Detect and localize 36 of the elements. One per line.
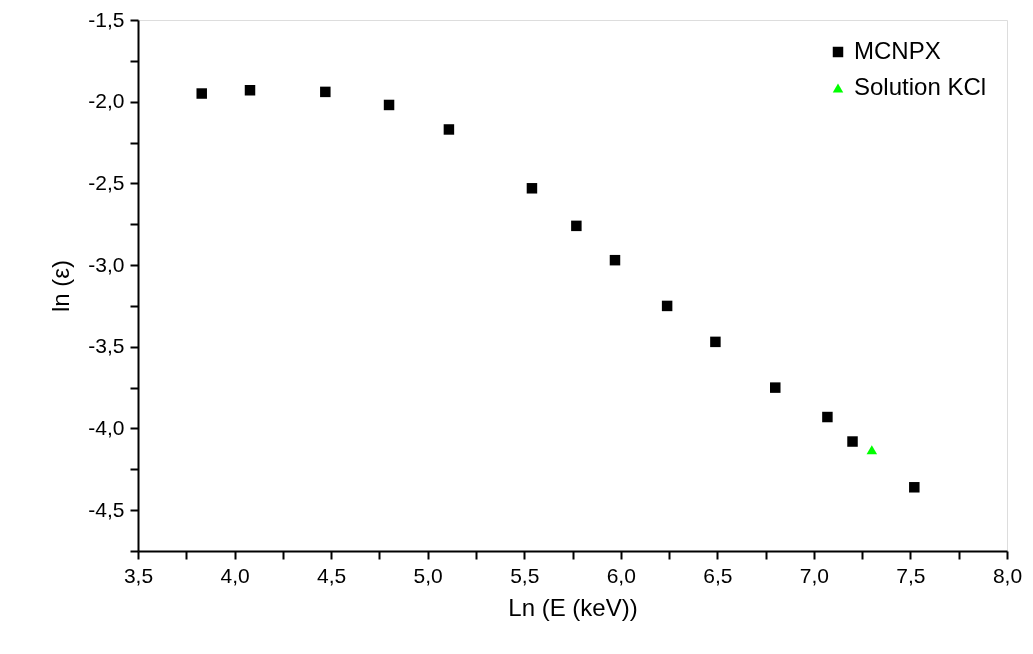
y-tick-label: -2,0 <box>88 89 125 113</box>
y-tick-label: -4,0 <box>88 415 125 439</box>
x-tick-label: 6,0 <box>606 563 636 587</box>
legend-label: Solution KCl <box>854 73 987 100</box>
x-tick-label: 7,5 <box>896 563 926 587</box>
x-tick-label: 6,5 <box>703 563 733 587</box>
point <box>443 124 455 135</box>
point <box>526 183 538 194</box>
point <box>244 85 256 96</box>
point <box>320 86 331 98</box>
y-tick-label: -4,5 <box>88 497 125 521</box>
x-tick-label: 4,0 <box>220 563 250 587</box>
legend-label: MCNPX <box>854 37 941 64</box>
point <box>609 254 621 266</box>
x-tick-label: 3,5 <box>123 563 154 587</box>
point <box>909 482 920 493</box>
y-axis-title: ln (ε) <box>47 259 75 313</box>
x-axis-title: Ln (E (keV)) <box>508 593 638 621</box>
point <box>770 382 781 393</box>
point <box>383 99 395 111</box>
point <box>571 220 582 232</box>
x-tick-label: 5,0 <box>413 563 443 587</box>
x-tick-label: 4,5 <box>317 563 347 587</box>
point <box>196 88 207 99</box>
x-tick-label: 8,0 <box>992 563 1023 587</box>
y-tick-label: -3,0 <box>88 252 125 276</box>
point <box>822 411 833 423</box>
x-tick-label: 5,5 <box>510 563 540 587</box>
y-tick-label: -2,5 <box>88 170 125 194</box>
y-tick-label: -1,5 <box>88 7 125 31</box>
x-tick-label: 7,0 <box>799 563 829 587</box>
point <box>661 300 673 312</box>
y-tick-label: -3,5 <box>88 334 125 358</box>
point <box>866 445 878 455</box>
point <box>847 436 858 447</box>
point <box>710 336 721 348</box>
